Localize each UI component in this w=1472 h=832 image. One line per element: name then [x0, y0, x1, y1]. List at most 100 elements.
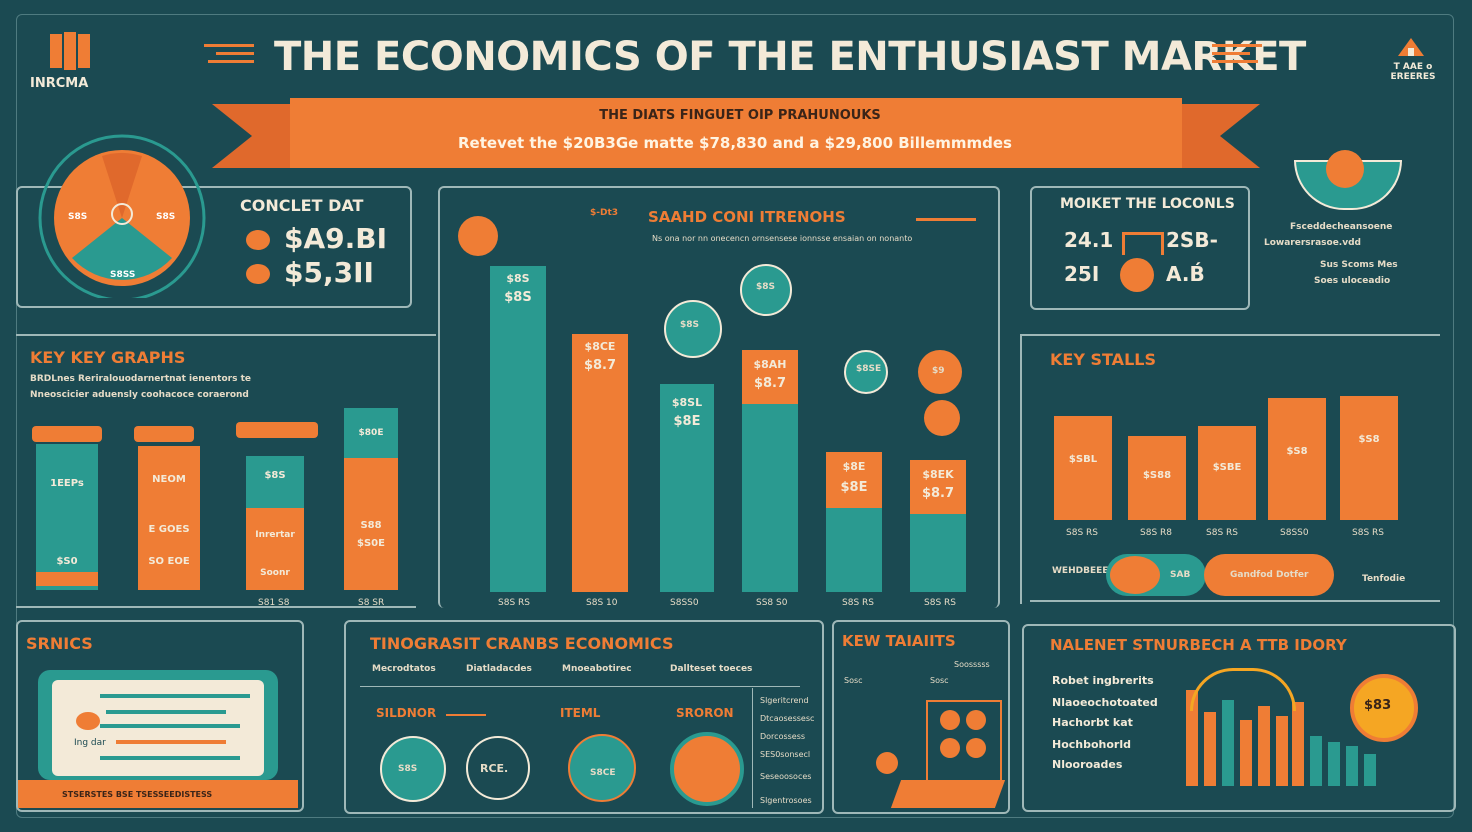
center-bottom-sub-2: ITEML [560, 706, 601, 720]
coin-icon [246, 230, 270, 250]
rb-bar-4 [1240, 720, 1252, 786]
key-traits-ball-3 [940, 738, 960, 758]
key-traits-box [926, 700, 1002, 784]
icon-circle-1 [664, 300, 722, 358]
strats-panel [16, 620, 304, 812]
key-traits-ball-2 [966, 710, 986, 730]
right-top-panel [1030, 186, 1250, 310]
stall-pill-value: SAB [1170, 570, 1191, 580]
strats-caption: STSERSTES BSE TSESSEEDISTESS [62, 790, 213, 799]
center-bar-5-axis: S8S RS [842, 598, 874, 608]
title-deco-left [204, 44, 254, 63]
chart-icon [1122, 232, 1164, 255]
strats-line-1 [100, 694, 250, 698]
tent-icon [1398, 38, 1424, 56]
graph-card-2-bottom: SO EOE [148, 556, 190, 567]
key-traits-label-1: Sosc [844, 676, 863, 685]
graph-card-3-cap [236, 422, 318, 438]
center-chart-panel [438, 186, 1000, 608]
left-top-heading: CONCLET DAT [240, 196, 364, 215]
key-stalls-left-rule [1020, 334, 1022, 604]
stall-bar-2 [1128, 436, 1186, 520]
right-top-heading: MOIKET THE LOCONLS [1060, 196, 1235, 212]
center-bar-5-label: $8E [842, 460, 866, 473]
stall-bar-5-label: $S8 [1358, 434, 1380, 445]
stall-pill-label: WEHDBEEE [1052, 566, 1109, 576]
bottom-circle-3-label: S8CE [590, 768, 616, 778]
left-top-value-1: $A9.BI [284, 222, 388, 255]
graph-card-3-mid: Inrertar [255, 530, 295, 540]
strats-heading: SRNICS [26, 634, 93, 653]
graph-card-2 [138, 446, 200, 590]
strats-line-4 [116, 740, 226, 744]
center-bottom-sub-line [446, 714, 486, 716]
center-bar-1 [490, 266, 546, 592]
rb-badge-label: $83 [1364, 698, 1392, 713]
strats-screen-label: Ing dar [74, 738, 106, 748]
left-top-value-2: $5,3II [284, 256, 374, 289]
graph-card-3-top: $8S [264, 470, 286, 481]
icon-circle-3-label: $9 [932, 366, 945, 376]
strats-line-2 [106, 710, 226, 714]
right-note-2: Lowarersrasoe.vdd [1264, 238, 1361, 248]
center-bar-2 [572, 334, 628, 592]
stack-icon [246, 264, 270, 284]
arrow-icon [916, 218, 976, 221]
logo: INRCMA [30, 30, 110, 96]
icon-circle-1-label: $8S [680, 320, 700, 330]
bottom-circle-1-label: S8S [398, 764, 418, 774]
center-bar-4-value: $8.7 [753, 376, 787, 391]
stall-bar-1-label: $SBL [1068, 454, 1098, 465]
stall-pill-orange [1204, 554, 1334, 596]
stall-bar-3-label: $SBE [1212, 462, 1242, 473]
right-bottom-item-5: Nlooroades [1052, 758, 1123, 771]
icon-circle-2-label: $8S [756, 282, 776, 292]
left-top-panel [16, 186, 412, 308]
bottom-rule-right [1030, 600, 1440, 602]
right-bottom-item-1: Robet ingbrerits [1052, 674, 1154, 687]
center-bar-3-value: $8E [673, 414, 701, 429]
graph-card-4-mid: S88 [360, 520, 382, 531]
right-bottom-item-3: Hachorbt kat [1052, 716, 1133, 729]
graph-card-1 [36, 444, 98, 590]
stall-bar-5-axis: S8S RS [1352, 528, 1384, 538]
center-bottom-sub-1: SILDNOR [376, 706, 437, 720]
key-stalls-top-rule [1020, 334, 1440, 336]
center-top-label: $-Dt3 [590, 208, 619, 218]
rb-bar-2 [1204, 712, 1216, 786]
center-bottom-sub-3: SRORON [676, 706, 734, 720]
graph-card-1-cap [32, 426, 102, 442]
center-heading: SAAHD CONI ITRENOHS [648, 208, 846, 226]
icon-circle-5 [924, 400, 960, 436]
center-bottom-col-4: Dallteset toeces [670, 664, 753, 674]
strats-footer [18, 780, 298, 808]
donut-label-left: S8S [68, 212, 88, 222]
right-top-num-4: A.B́ [1166, 262, 1205, 286]
key-graphs-heading: KEY KEY GRAPHS [30, 348, 186, 367]
icon-circle-2 [740, 264, 792, 316]
ribbon-banner [212, 98, 1260, 168]
page-title: THE ECONOMICS OF THE ENTHUSIAST MARKET [274, 34, 1306, 80]
center-bar-5-value: $8E [840, 480, 868, 495]
graph-card-3-lower [246, 508, 304, 590]
graph-card-1-bottom: $S0 [56, 556, 78, 567]
center-bottom-col-2: Diatladacdes [466, 664, 532, 674]
key-graphs-desc-1: BRDLnes Reriralouodarnertnat ienentors t… [30, 374, 251, 384]
right-top-num-1: 24.1 [1064, 228, 1114, 252]
key-graphs-desc-2: Nneoscicier aduensly coohacoce coraerond [30, 390, 249, 400]
stall-bar-3-axis: S8S RS [1206, 528, 1238, 538]
stall-bar-2-axis: S8S R8 [1140, 528, 1172, 538]
list-item-3: Dorcossess [760, 732, 806, 741]
right-bottom-heading: NALENET STNURBECH A TTB IDORY [1050, 636, 1347, 654]
right-bottom-item-2: Nlaoeochotoated [1052, 696, 1158, 709]
strats-line-3 [100, 724, 240, 728]
list-item-1: Slgeritcrend [760, 696, 809, 705]
center-bar-6-value: $8.7 [921, 486, 955, 501]
outer-frame [16, 14, 1454, 818]
center-bottom-heading: TINOGRASIT CRANBS ECONOMICS [370, 634, 674, 653]
stall-pill-right: Tenfodie [1362, 574, 1406, 584]
donut-chart [38, 134, 206, 298]
center-bar-1-value: $8S [504, 290, 532, 305]
stall-bar-4-label: $S8 [1286, 446, 1308, 457]
strats-line-5 [100, 756, 240, 760]
